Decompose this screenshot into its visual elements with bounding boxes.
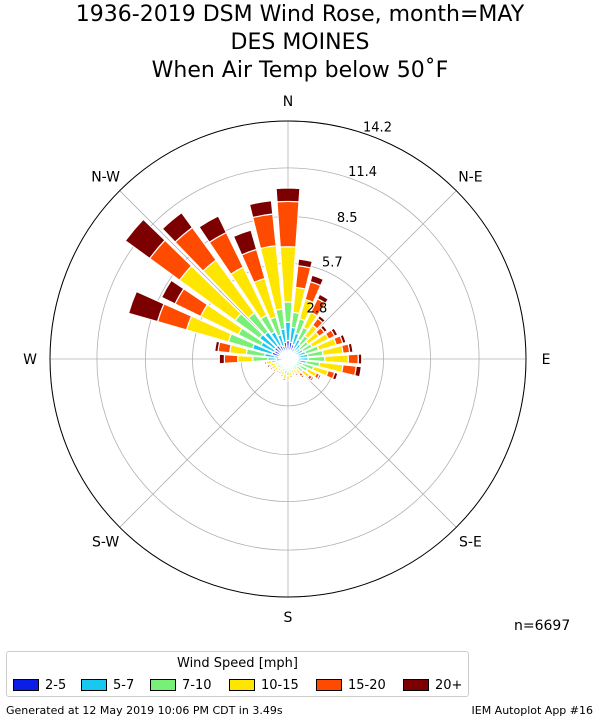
wind-bar xyxy=(309,274,325,287)
radial-tick-label: 11.4 xyxy=(348,165,377,180)
radial-gridline xyxy=(119,358,289,528)
wind-bar xyxy=(266,363,271,369)
legend-swatch xyxy=(403,679,429,691)
wind-bar xyxy=(294,372,300,377)
wind-bar xyxy=(353,365,362,378)
wind-bar xyxy=(340,364,357,377)
direction-label-s-e: S-E xyxy=(459,534,482,550)
legend-item-5-7: 5-7 xyxy=(81,678,134,694)
legend-label: 5-7 xyxy=(113,678,135,693)
wind-bar xyxy=(223,353,239,365)
radial-gridline xyxy=(287,358,457,528)
speed-legend: Wind Speed [mph] 2-5 5-7 7-10 10-15 15-2… xyxy=(6,651,469,697)
wind-bar xyxy=(330,327,339,337)
wind-bar xyxy=(276,200,300,248)
wind-bar xyxy=(252,355,269,363)
radial-tick-label: 2.8 xyxy=(307,302,328,317)
footer-generated: Generated at 12 May 2019 10:06 PM CDT in… xyxy=(6,704,283,717)
chart-title-line-1: 1936-2019 DSM Wind Rose, month=MAY xyxy=(75,2,525,27)
wind-bar xyxy=(275,187,301,203)
wind-bar xyxy=(264,360,268,366)
observation-count: n=6697 xyxy=(514,618,571,634)
wind-bar xyxy=(283,301,293,323)
wind-bar xyxy=(160,279,185,305)
radial-gridline xyxy=(287,190,457,360)
radial-tick-label: 14.2 xyxy=(363,120,392,135)
legend-item-20-plus: 20+ xyxy=(403,678,462,694)
wind-bar xyxy=(316,293,330,305)
wind-bar xyxy=(161,211,194,243)
legend-label: 2-5 xyxy=(45,678,67,693)
wind-bar xyxy=(308,375,315,382)
wind-bar xyxy=(331,371,339,381)
direction-label-s-w: S-W xyxy=(92,534,119,550)
legend-swatch xyxy=(150,679,176,691)
wind-bar xyxy=(251,213,277,250)
radial-gridline xyxy=(119,190,289,360)
wind-bar xyxy=(232,229,258,256)
wind-bar xyxy=(289,374,294,378)
wind-bar xyxy=(339,333,347,345)
wind-bar xyxy=(347,353,359,365)
legend-label: 7-10 xyxy=(182,678,212,693)
wind-bar xyxy=(294,265,312,290)
chart-title-line-3: When Air Temp below 50˚F xyxy=(151,58,449,83)
wind-bar xyxy=(357,353,363,365)
wind-bar xyxy=(218,353,226,365)
wind-bar xyxy=(324,354,349,364)
direction-label-e: E xyxy=(542,352,551,368)
legend-swatch xyxy=(316,679,342,691)
wind-bar xyxy=(281,377,287,382)
legend-label: 10-15 xyxy=(261,678,299,693)
wind-bar xyxy=(316,373,322,381)
footer-app: IEM Autoplot App #16 xyxy=(471,704,594,717)
radial-tick-label: 5.7 xyxy=(322,255,343,270)
legend-label: 20+ xyxy=(435,678,463,693)
direction-label-s: S xyxy=(284,610,293,626)
legend-label: 15-20 xyxy=(348,678,386,693)
legend-swatch xyxy=(81,679,107,691)
direction-label-n-e: N-E xyxy=(458,170,482,186)
wind-bar xyxy=(299,373,306,379)
wind-bar xyxy=(319,324,329,334)
outer-ring xyxy=(49,120,527,598)
direction-label-n-w: N-W xyxy=(91,170,120,186)
legend-title: Wind Speed [mph] xyxy=(177,656,298,671)
wind-bar xyxy=(279,373,285,378)
wind-bar xyxy=(269,366,274,372)
wind-bar xyxy=(279,246,297,303)
ring-gridline xyxy=(96,167,480,551)
legend-item-7-10: 7-10 xyxy=(150,678,212,694)
legend-item-2-5: 2-5 xyxy=(13,678,66,694)
wind-bar xyxy=(124,218,166,260)
wind-bar xyxy=(237,354,254,364)
wind-bar xyxy=(198,215,228,244)
direction-label-n: N xyxy=(283,94,293,110)
wind-bar xyxy=(275,369,280,374)
radial-tick-label: 8.5 xyxy=(337,211,358,226)
wind-bar xyxy=(272,368,277,373)
wind-bar xyxy=(316,314,327,324)
direction-label-w: W xyxy=(23,352,37,368)
wind-bar xyxy=(217,341,232,354)
chart-title-line-2: DES MOINES xyxy=(230,30,370,55)
wind-bar xyxy=(297,258,314,269)
wind-bar xyxy=(127,290,165,323)
legend-swatch xyxy=(229,679,255,691)
wind-bar xyxy=(291,372,296,376)
wind-bar xyxy=(214,340,221,353)
legend-swatch xyxy=(13,679,39,691)
legend-item-10-15: 10-15 xyxy=(229,678,299,694)
legend-item-15-20: 15-20 xyxy=(316,678,386,694)
wind-bar xyxy=(285,378,291,382)
wind-bar xyxy=(347,342,354,354)
wind-bar xyxy=(248,199,274,219)
